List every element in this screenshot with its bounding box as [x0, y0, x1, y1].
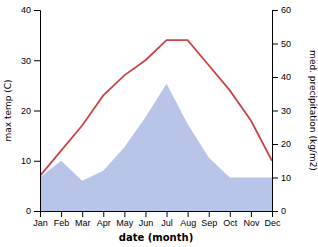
x-tick-label: May [116, 218, 134, 228]
y2-tick-mark [272, 44, 278, 45]
marks [40, 40, 272, 211]
y-tick: 20 [21, 106, 40, 116]
y-tick-mark [34, 60, 40, 61]
y-tick-mark [34, 10, 40, 11]
y-tick-mark [34, 161, 40, 162]
x-tick-mark [61, 211, 62, 217]
x-tick-mark [167, 211, 168, 217]
y-tick-label: 40 [21, 5, 31, 15]
y-tick-mark [34, 111, 40, 112]
plot: JanFebMarAprMayJunJulAugSepOctNovDec0102… [21, 5, 291, 228]
x-tick-label: Feb [54, 218, 70, 228]
line [40, 40, 272, 176]
y-tick: 0 [26, 206, 40, 216]
x-tick-label: Dec [264, 218, 281, 228]
y-tick-label: 30 [21, 56, 31, 66]
y-tick-label: 0 [26, 206, 31, 216]
axis-line [41, 212, 273, 218]
x-tick: Jan [33, 211, 48, 228]
x-tick-mark [230, 211, 231, 217]
x-tick-mark [103, 211, 104, 217]
x-tick: Oct [223, 211, 238, 228]
x-tick: Jul [161, 211, 173, 228]
y2-tick: 20 [272, 139, 291, 149]
x-tick: Aug [180, 211, 196, 228]
x-tick-label: Jan [33, 218, 48, 228]
area [40, 84, 272, 211]
y2-tick-label: 50 [281, 39, 291, 49]
y2-tick: 10 [272, 173, 291, 183]
x-tick-mark [145, 211, 146, 217]
x-tick-label: Jun [139, 218, 154, 228]
x-tick: Apr [97, 211, 111, 228]
y2-tick-mark [272, 111, 278, 112]
x-axis-title: date (month) [119, 232, 193, 243]
x-tick-label: Sep [201, 218, 217, 228]
y2-tick: 50 [272, 39, 291, 49]
x-tick: Feb [54, 211, 70, 228]
y-tick-label: 10 [21, 156, 31, 166]
y2-tick-label: 40 [281, 72, 291, 82]
x-axis: Jan Feb Mar Apr May Jun Jul Aug Sep Oct Nov Dec [33, 211, 281, 228]
y-tick: 40 [21, 5, 40, 15]
y2-tick-mark [272, 211, 278, 212]
y2-tick: 0 [272, 206, 286, 216]
axis-line [34, 11, 41, 212]
axis-line [273, 11, 279, 212]
x-tick-label: Jul [161, 218, 173, 228]
x-tick-label: Aug [180, 218, 196, 228]
x-tick: Mar [75, 211, 91, 228]
y2-tick-mark [272, 144, 278, 145]
y2-tick-mark [272, 77, 278, 78]
chart: JanFebMarAprMayJunJulAugSepOctNovDec0102… [0, 0, 318, 247]
y2-tick: 60 [272, 5, 291, 15]
x-tick: Nov [243, 211, 260, 228]
y-tick: 30 [21, 56, 40, 66]
x-tick-label: Mar [75, 218, 91, 228]
y2-tick: 40 [272, 72, 291, 82]
x-tick: Sep [201, 211, 217, 228]
y2-tick-label: 10 [281, 173, 291, 183]
y2-tick: 30 [272, 106, 291, 116]
x-tick-mark [188, 211, 189, 217]
x-tick-mark [124, 211, 125, 217]
y2-axis-title: med. precipitation (kg/m2) [308, 50, 318, 171]
y-tick: 10 [21, 156, 40, 166]
x-tick-label: Nov [243, 218, 260, 228]
x-tick-mark [209, 211, 210, 217]
x-tick: Dec [264, 211, 281, 228]
y-tick-label: 20 [21, 106, 31, 116]
y-tick-mark [34, 211, 40, 212]
y2-tick-label: 20 [281, 139, 291, 149]
x-tick: Jun [139, 211, 154, 228]
y2-tick-label: 30 [281, 106, 291, 116]
y2-axis: 0 10 20 30 40 50 60 [272, 5, 291, 216]
y-axis-title: max temp (C) [3, 79, 13, 141]
y2-tick-label: 60 [281, 5, 291, 15]
y2-tick-mark [272, 178, 278, 179]
x-tick-mark [82, 211, 83, 217]
x-tick: May [116, 211, 134, 228]
y2-tick-label: 0 [281, 206, 286, 216]
x-tick-label: Apr [97, 218, 111, 228]
x-tick-mark [251, 211, 252, 217]
x-tick-label: Oct [223, 218, 238, 228]
y2-tick-mark [272, 10, 278, 11]
y-axis: 0 10 20 30 40 [21, 5, 41, 216]
